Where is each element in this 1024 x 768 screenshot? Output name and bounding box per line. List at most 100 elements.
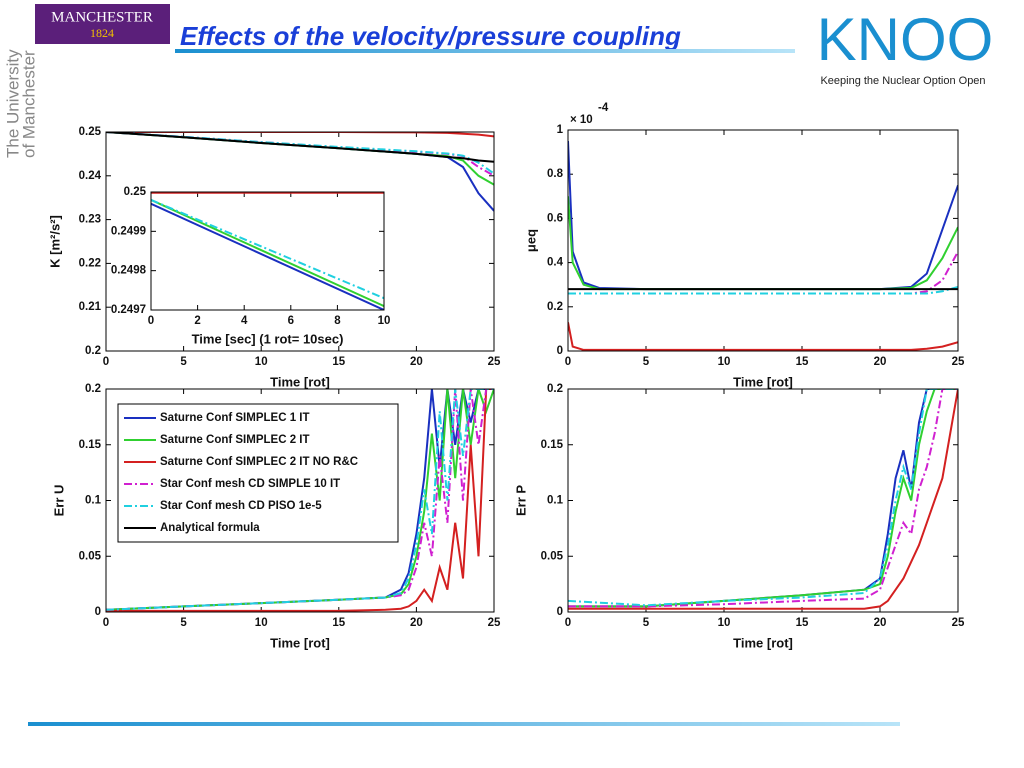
- y-tick-label: 0.15: [541, 439, 564, 451]
- series-line: [568, 389, 958, 610]
- x-tick-label: 0: [103, 356, 109, 368]
- knoo-tagline: Keeping the Nuclear Option Open: [820, 75, 985, 87]
- x-tick-label: 0: [565, 356, 571, 368]
- plot-area: [151, 192, 384, 310]
- x-tick-label: 15: [796, 356, 809, 368]
- y-tick-label: 0.4: [547, 257, 564, 269]
- legend-label: Star Conf mesh CD PISO 1e-5: [160, 500, 322, 512]
- y-axis-label: Err P: [513, 485, 528, 516]
- x-tick-label: 5: [180, 617, 187, 629]
- y-tick-label: 0.2: [85, 345, 101, 357]
- x-tick-label: 20: [410, 617, 423, 629]
- series-line: [568, 389, 958, 608]
- x-tick-label: 8: [334, 315, 341, 327]
- x-tick-label: 10: [718, 617, 731, 629]
- series-line: [106, 389, 494, 611]
- logo-text: MANCHESTER: [51, 9, 153, 25]
- y-tick-label: 0.1: [547, 495, 564, 507]
- x-tick-label: 10: [255, 356, 268, 368]
- legend-label: Saturne Conf SIMPLEC 2 IT NO R&C: [160, 456, 358, 468]
- y-tick-label: 0.23: [79, 214, 101, 226]
- y-tick-label: 0.6: [547, 212, 563, 224]
- legend-label: Saturne Conf SIMPLEC 1 IT: [160, 412, 310, 424]
- legend-label: Star Conf mesh CD SIMPLE 10 IT: [160, 478, 340, 490]
- y-tick-label: 0.05: [541, 550, 564, 562]
- y-tick-label: 0.2497: [111, 304, 146, 316]
- y-tick-label: 0: [557, 606, 563, 618]
- slide-title: Effects of the velocity/pressure couplin…: [180, 21, 681, 51]
- logo-year: 1824: [90, 26, 114, 40]
- y-tick-label: 0.24: [79, 170, 102, 182]
- x-tick-label: 4: [241, 315, 248, 327]
- manchester-logo: [35, 4, 170, 44]
- annotation: × 10: [570, 114, 593, 126]
- x-tick-label: 15: [796, 617, 809, 629]
- title-underline: [175, 49, 795, 53]
- series-line: [106, 132, 494, 163]
- y-tick-label: 0.2: [547, 301, 563, 313]
- x-axis-label: Time [sec] (1 rot= 10sec): [192, 331, 344, 346]
- x-tick-label: 6: [288, 315, 294, 327]
- x-tick-label: 5: [180, 356, 187, 368]
- x-tick-label: 5: [643, 617, 650, 629]
- plot-frame: [150, 191, 385, 311]
- x-axis-label: Time [rot]: [733, 635, 793, 650]
- chart: 0 5 10 15 20 25 0 0.2 0.4 0.6 0.8 1 Time [rot] μeq × 1…: [523, 102, 965, 389]
- x-tick-label: 15: [332, 356, 345, 368]
- y-tick-label: 0.1: [85, 495, 102, 507]
- y-tick-label: 0.15: [79, 439, 102, 451]
- y-tick-label: 0.8: [547, 168, 564, 180]
- plot-area: [568, 389, 958, 612]
- y-axis-label: K [m²/s²]: [47, 215, 62, 268]
- series-line: [568, 322, 958, 351]
- x-tick-label: 25: [488, 356, 501, 368]
- x-tick-label: 25: [952, 617, 965, 629]
- x-tick-label: 10: [255, 617, 268, 629]
- x-tick-label: 0: [565, 617, 571, 629]
- side-line: The University: [3, 49, 22, 158]
- x-tick-label: 2: [194, 315, 200, 327]
- x-axis-label: Time [rot]: [270, 374, 330, 389]
- series-line: [568, 285, 958, 295]
- x-tick-label: 25: [488, 617, 501, 629]
- y-tick-label: 0.25: [124, 186, 147, 198]
- y-tick-label: 0: [557, 345, 563, 357]
- plot-frame: [105, 388, 495, 613]
- y-tick-label: 0.2: [547, 383, 563, 395]
- plot-area: [568, 130, 958, 351]
- y-tick-label: 0.2499: [111, 225, 146, 237]
- series-line: [568, 389, 958, 607]
- x-tick-label: 5: [643, 356, 650, 368]
- x-tick-label: 15: [332, 617, 345, 629]
- y-tick-label: 0.22: [79, 257, 101, 269]
- x-tick-label: 25: [952, 356, 965, 368]
- chart: 0 5 10 15 20 25 0 0.05 0.1 0.15 0.2 Time [rot] Err P: [513, 383, 965, 650]
- legend-label: Saturne Conf SIMPLEC 2 IT: [160, 434, 310, 446]
- series-line: [568, 389, 958, 608]
- y-tick-label: 0.2: [85, 383, 101, 395]
- series-line: [151, 198, 384, 308]
- chart: 0 5 10 15 20 25 0 0.05 0.1 0.15 0.2 Time [rot] Err U…: [51, 383, 501, 650]
- side-text: The University of Manchester: [3, 49, 38, 158]
- annotation-exponent: -4: [598, 102, 609, 114]
- y-tick-label: 0.25: [79, 126, 102, 138]
- y-tick-label: 0: [95, 606, 101, 618]
- legend-label: Analytical formula: [160, 522, 260, 534]
- y-tick-label: 0.2498: [111, 265, 147, 277]
- plot-frame: [567, 129, 959, 352]
- x-tick-label: 10: [718, 356, 731, 368]
- y-tick-label: 1: [557, 124, 564, 136]
- x-tick-label: 20: [874, 356, 887, 368]
- x-tick-label: 20: [410, 356, 423, 368]
- plot-frame: [567, 388, 959, 613]
- x-axis-label: Time [rot]: [270, 635, 330, 650]
- knoo-logo: KNOO: [817, 6, 994, 73]
- x-tick-label: 0: [103, 617, 109, 629]
- series-line: [106, 389, 494, 612]
- x-tick-label: 20: [874, 617, 887, 629]
- side-line: of Manchester: [19, 50, 38, 158]
- y-tick-label: 0.05: [79, 550, 102, 562]
- x-axis-label: Time [rot]: [733, 374, 793, 389]
- y-tick-label: 0.21: [79, 301, 102, 313]
